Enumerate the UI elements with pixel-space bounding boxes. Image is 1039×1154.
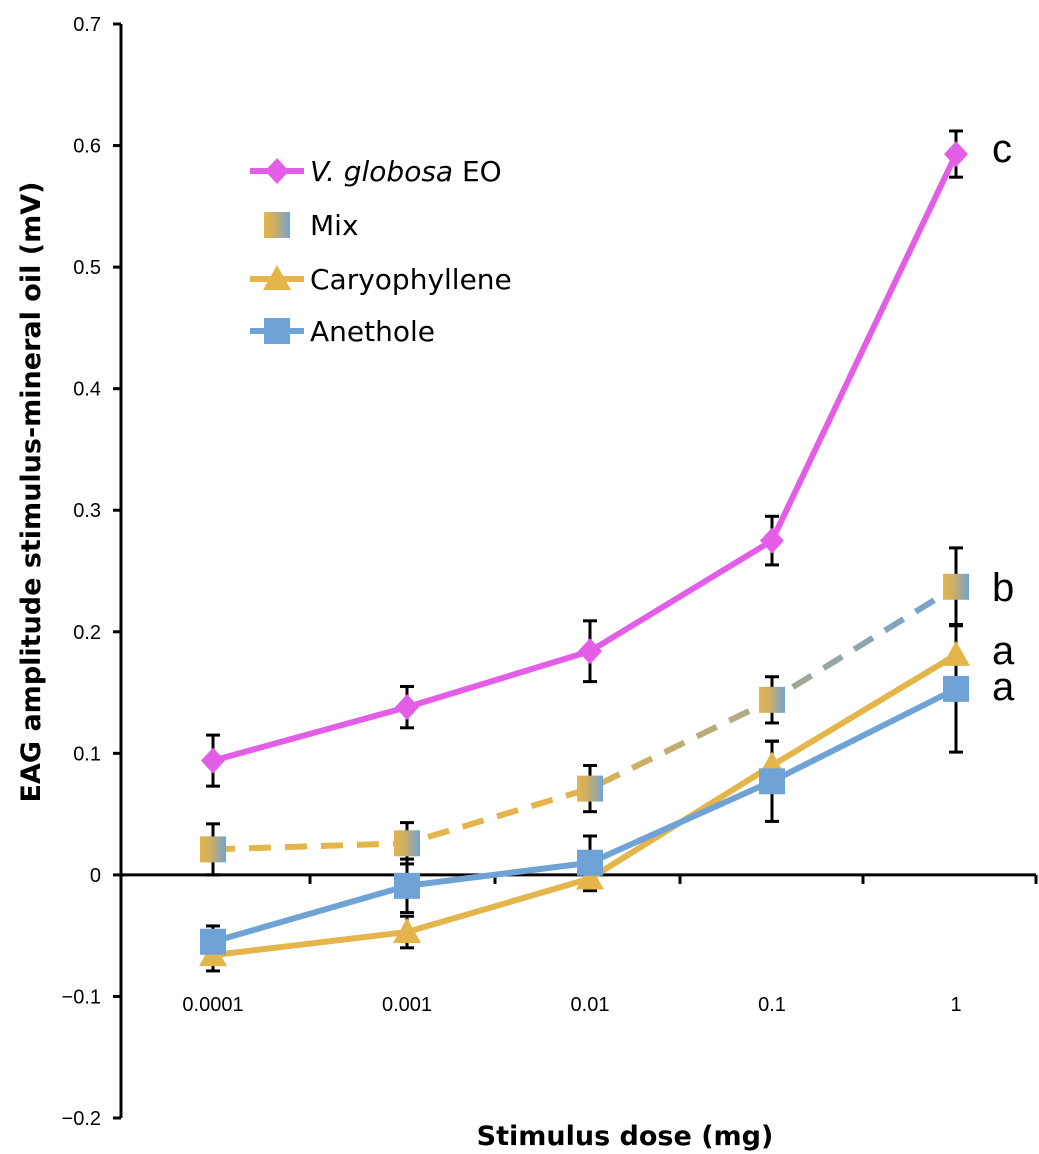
legend-item: Caryophyllene <box>250 263 512 296</box>
data-point <box>201 747 225 774</box>
data-point <box>942 640 970 666</box>
series-line <box>210 151 959 764</box>
y-tick-label: 0.7 <box>73 14 101 36</box>
legend-item: Anethole <box>250 315 435 348</box>
error-bars-0 <box>206 129 963 788</box>
markers-0 <box>201 141 968 774</box>
series-0 <box>210 151 959 764</box>
x-tick-label: 0.1 <box>758 994 786 1016</box>
series-layer <box>199 129 970 973</box>
significance-label: a <box>992 629 1015 673</box>
y-tick-label: 0.4 <box>73 379 101 401</box>
data-point <box>200 836 226 863</box>
x-axis-title: Stimulus dose (mg) <box>477 1121 774 1152</box>
significance-label: c <box>992 127 1012 171</box>
legend-label-italic: V. globosa <box>310 155 453 188</box>
y-tick-label: −0.1 <box>62 986 101 1008</box>
markers-2 <box>199 640 970 967</box>
legend-item: Mix <box>250 209 359 242</box>
legend-item: V. globosa EO <box>250 155 502 188</box>
y-axis-title: EAG amplitude stimulus-mineral oil (mV) <box>16 182 47 803</box>
data-point <box>943 675 969 702</box>
data-point <box>944 141 968 168</box>
x-tick-label: 0.0001 <box>182 994 243 1016</box>
x-tick-label: 1 <box>950 994 961 1016</box>
data-point <box>200 928 226 955</box>
y-tick-label: 0.3 <box>73 500 101 522</box>
markers-1 <box>200 573 969 863</box>
data-point <box>578 638 602 665</box>
legend: V. globosa EO Mix Caryophyllene Anethole <box>250 155 512 348</box>
markers-3 <box>200 675 969 955</box>
data-point <box>577 849 603 876</box>
legend-label: Mix <box>310 209 359 242</box>
y-tick-label: 0.6 <box>73 136 101 158</box>
x-tick-label: 0.01 <box>571 994 610 1016</box>
data-point <box>265 158 289 184</box>
data-point <box>943 573 969 600</box>
y-tick-label: 0.1 <box>73 743 101 765</box>
y-tick-label: 0.2 <box>73 622 101 644</box>
data-point <box>394 872 420 899</box>
legend-label: Caryophyllene <box>310 263 512 296</box>
series-1 <box>212 584 958 853</box>
y-tick-label: −0.2 <box>62 1108 101 1130</box>
x-tick-label: 0.001 <box>382 994 432 1016</box>
data-point <box>393 918 421 944</box>
data-point <box>395 694 419 721</box>
error-bars-1 <box>206 546 963 877</box>
series-line <box>212 584 958 853</box>
data-point <box>577 775 603 802</box>
data-point <box>759 686 785 713</box>
legend-label: V. globosa EO <box>310 155 502 188</box>
legend-label: Anethole <box>310 315 435 348</box>
data-point <box>263 265 291 290</box>
data-point <box>264 212 290 238</box>
significance-label: b <box>992 566 1014 610</box>
data-point <box>759 768 785 795</box>
data-point <box>264 318 290 344</box>
significance-label: a <box>992 665 1015 709</box>
data-point <box>576 864 604 890</box>
data-point <box>760 527 784 554</box>
legend-label-rest: EO <box>453 155 502 188</box>
y-tick-label: 0.5 <box>73 257 101 279</box>
data-point <box>394 830 420 857</box>
y-tick-label: 0 <box>90 865 101 887</box>
